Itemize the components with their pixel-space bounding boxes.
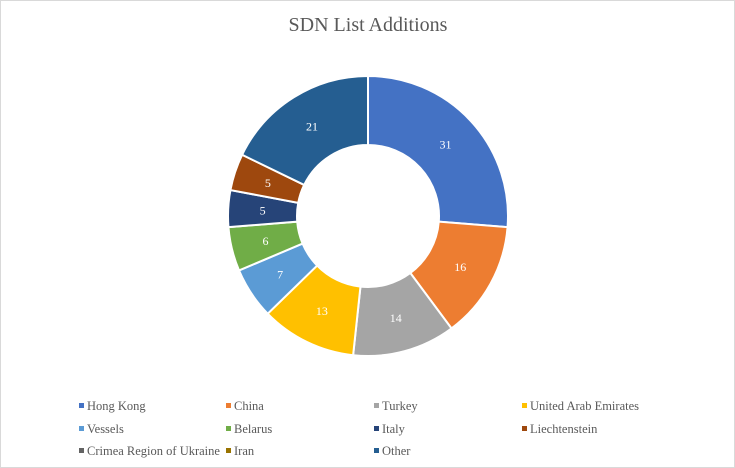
legend-label: Liechtenstein [530,422,598,436]
legend-label: Other [382,444,411,458]
legend-label: Iran [234,444,255,458]
legend-item-crimea-region-of-ukraine: Crimea Region of Ukraine [79,444,220,458]
legend-item-other: Other [374,444,411,458]
legend-marker [226,403,231,408]
slice-label-hong-kong: 31 [440,137,452,151]
slice-other [240,74,369,187]
legend-marker [522,403,527,408]
slice-label-china: 16 [454,260,466,274]
legend-item-china: China [226,399,264,413]
legend-marker [374,448,379,453]
legend-item-italy: Italy [374,422,406,436]
legend-marker [374,426,379,431]
slice-label-belarus: 6 [263,234,269,248]
slice-hong-kong [367,74,509,229]
legend-label: Belarus [234,422,272,436]
legend-label: United Arab Emirates [530,399,639,413]
slice-label-liechtenstein: 5 [265,176,271,190]
legend-label: Hong Kong [87,399,146,413]
legend-item-vessels: Vessels [79,422,124,436]
legend-item-liechtenstein: Liechtenstein [522,422,598,436]
legend: Hong Kong China Turkey United Arab Emirates… [79,399,639,458]
legend-marker [79,403,84,408]
legend-item-hong-kong: Hong Kong [79,399,146,413]
legend-marker [226,426,231,431]
slice-labels: 31 16 14 13 7 6 5 5 21 [260,120,467,325]
legend-item-iran: Iran [226,444,255,458]
legend-item-turkey: Turkey [374,399,418,413]
legend-marker [374,403,379,408]
legend-label: Vessels [87,422,124,436]
legend-item-belarus: Belarus [226,422,272,436]
legend-marker [522,426,527,431]
donut-slices [227,74,509,357]
legend-label: Turkey [382,399,418,413]
slice-label-italy: 5 [260,203,266,217]
slice-label-united-arab-emirates: 13 [316,304,328,318]
slice-label-other: 21 [306,120,318,134]
legend-label: Crimea Region of Ukraine [87,444,220,458]
legend-marker [79,426,84,431]
legend-label: China [234,399,264,413]
legend-item-united-arab-emirates: United Arab Emirates [522,399,639,413]
slice-label-turkey: 14 [390,311,402,325]
legend-marker [79,448,84,453]
slice-label-vessels: 7 [277,267,283,281]
legend-label: Italy [382,422,406,436]
legend-marker [226,448,231,453]
chart-title: SDN List Additions [289,14,448,36]
